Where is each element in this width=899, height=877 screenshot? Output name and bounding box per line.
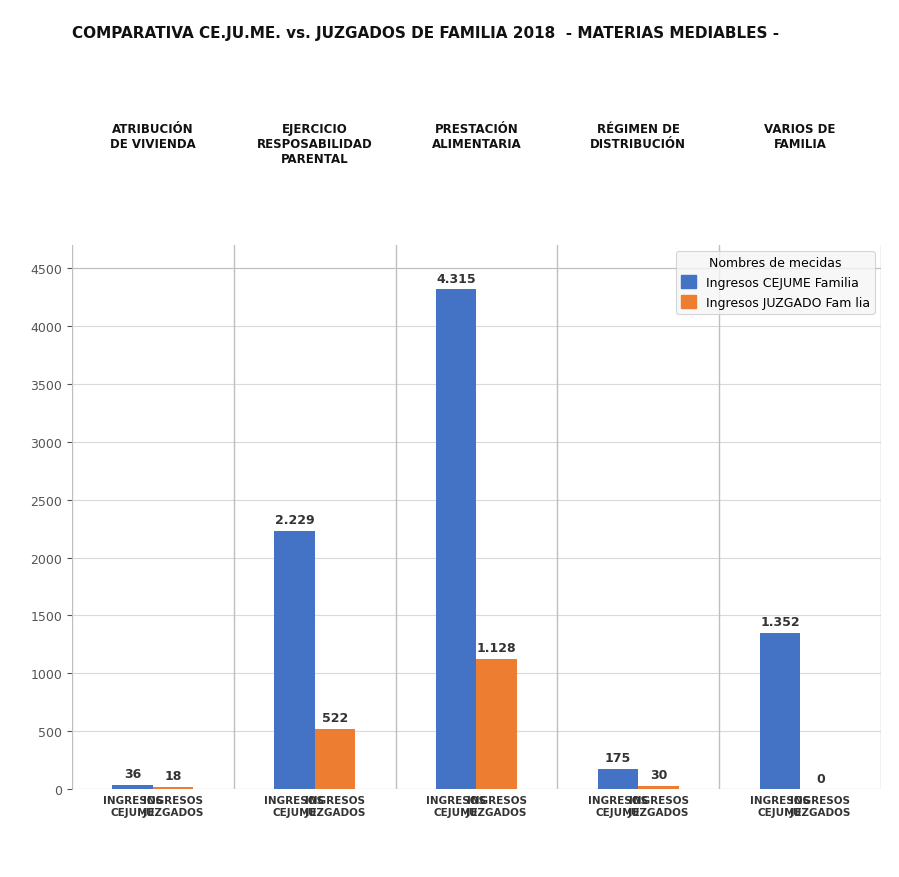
- Text: RÉGIMEN DE
DISTRIBUCIÓN: RÉGIMEN DE DISTRIBUCIÓN: [591, 123, 686, 151]
- Bar: [315, 729, 355, 789]
- Text: 36: 36: [124, 767, 141, 781]
- Bar: [274, 531, 315, 789]
- Text: 0: 0: [816, 772, 824, 785]
- Text: 175: 175: [605, 752, 631, 765]
- Text: 4.315: 4.315: [436, 273, 476, 286]
- Bar: [436, 290, 476, 789]
- Bar: [598, 769, 638, 789]
- Text: 1.128: 1.128: [476, 641, 517, 654]
- Text: 18: 18: [165, 770, 182, 782]
- Text: 1.352: 1.352: [760, 616, 800, 628]
- Text: 30: 30: [650, 768, 667, 781]
- Text: ATRIBUCIÓN
DE VIVIENDA: ATRIBUCIÓN DE VIVIENDA: [110, 123, 196, 151]
- Bar: [153, 788, 193, 789]
- Text: 2.229: 2.229: [274, 514, 315, 527]
- Text: 522: 522: [322, 711, 348, 724]
- Legend: Ingresos CEJUME Familia, Ingresos JUZGADO Fam lia: Ingresos CEJUME Familia, Ingresos JUZGAD…: [676, 252, 875, 315]
- Bar: [476, 659, 517, 789]
- Bar: [760, 633, 800, 789]
- Text: COMPARATIVA CE.JU.ME. vs. JUZGADOS DE FAMILIA 2018  - MATERIAS MEDIABLES -: COMPARATIVA CE.JU.ME. vs. JUZGADOS DE FA…: [72, 26, 779, 41]
- Bar: [112, 785, 153, 789]
- Text: VARIOS DE
FAMILIA: VARIOS DE FAMILIA: [764, 123, 836, 151]
- Text: EJERCICIO
RESPOSABILIDAD
PARENTAL: EJERCICIO RESPOSABILIDAD PARENTAL: [257, 123, 372, 166]
- Bar: [638, 786, 679, 789]
- Text: PRESTACIÓN
ALIMENTARIA: PRESTACIÓN ALIMENTARIA: [432, 123, 521, 151]
